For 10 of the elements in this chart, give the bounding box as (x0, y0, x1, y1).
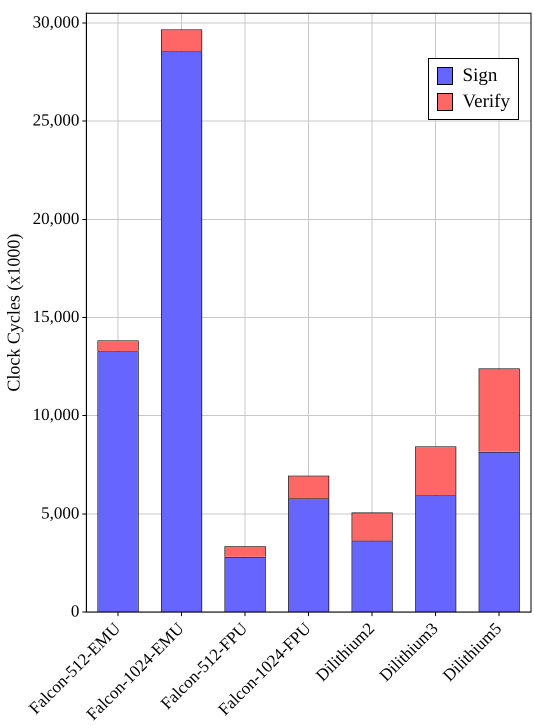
y-axis-title: Clock Cycles (x1000) (4, 234, 24, 392)
legend-label: Verify (462, 90, 510, 114)
y-tick-label: 10,000 (32, 405, 80, 424)
y-tick-label: 30,000 (32, 12, 80, 32)
y-tick-label: 0 (70, 602, 80, 621)
y-tick-label: 5,000 (41, 503, 80, 522)
y-tick-label: 25,000 (32, 110, 80, 130)
y-tick-label: 15,000 (32, 307, 80, 326)
legend-label: Sign (462, 64, 498, 88)
y-tick-label: 20,000 (32, 208, 80, 228)
